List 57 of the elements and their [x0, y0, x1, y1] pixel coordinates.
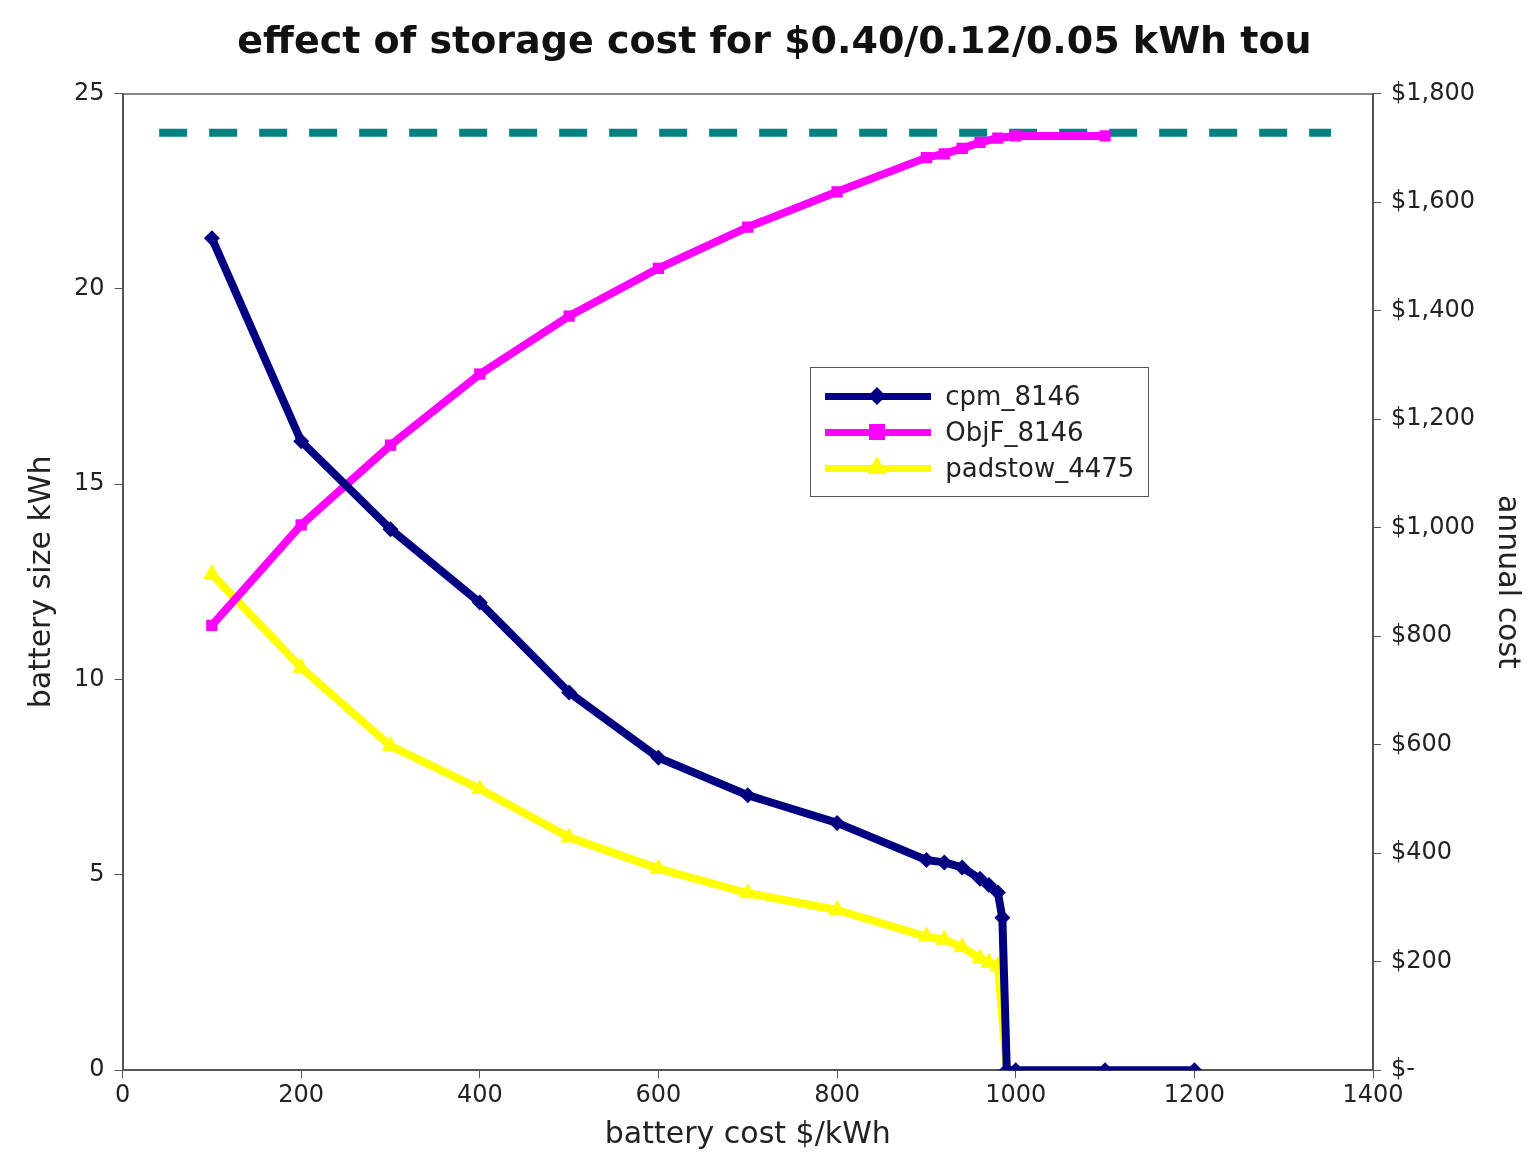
point [831, 186, 843, 198]
y-tick-label: 25 [73, 77, 105, 106]
legend-label: cpm_8146 [945, 381, 1081, 412]
x-tick-label: 600 [635, 1079, 682, 1108]
point [206, 619, 218, 631]
y-tick-label: 15 [73, 468, 105, 497]
point [742, 221, 754, 233]
point [1010, 130, 1022, 142]
y2-tick-label: $1,600 [1391, 186, 1476, 215]
y2-tick-label: $1,800 [1391, 77, 1476, 106]
point [650, 749, 667, 766]
point [739, 787, 756, 804]
point [292, 657, 310, 673]
y2-tick-label: $1,200 [1391, 403, 1476, 432]
legend-label: ObjF_8146 [945, 417, 1084, 448]
chart-title: effect of storage cost for $0.40/0.12/0.05 kWh tou [237, 17, 1312, 62]
y2-tick-label: $1,400 [1391, 294, 1476, 323]
y2-tick-label: $400 [1391, 837, 1453, 866]
point [1099, 130, 1111, 142]
point [203, 564, 221, 580]
y-tick-label: 20 [73, 273, 105, 302]
point [956, 142, 968, 155]
point [652, 262, 665, 274]
y-axis-title: battery size kWh [21, 455, 57, 709]
point [972, 870, 989, 887]
point [295, 519, 307, 531]
y-tick-label: 0 [89, 1054, 105, 1083]
x-tick-label: 1000 [985, 1079, 1047, 1108]
x-tick-label: 200 [278, 1079, 325, 1108]
y-tick-label: 5 [89, 859, 105, 888]
y2-tick-label: $600 [1391, 728, 1453, 757]
x-tick-label: 1200 [1163, 1079, 1225, 1108]
point [829, 814, 846, 831]
point [203, 230, 220, 247]
y2-axis-title: annual cost [1492, 494, 1528, 670]
y2-tick-label: $200 [1391, 945, 1453, 974]
y2-tick-label: $1,000 [1391, 511, 1476, 540]
point [561, 684, 578, 701]
x-axis-title: battery cost $/kWh [604, 1114, 891, 1150]
point [920, 151, 933, 164]
point [992, 132, 1004, 144]
legend-label: padstow_4475 [945, 453, 1135, 484]
x-tick-label: 0 [114, 1079, 131, 1108]
point [382, 521, 399, 538]
point [938, 148, 950, 160]
point [917, 926, 936, 942]
point [474, 368, 486, 380]
x-tick-label: 800 [814, 1079, 861, 1108]
y2-tick-label: $800 [1391, 620, 1453, 649]
point [471, 594, 488, 611]
point [974, 136, 986, 149]
point [293, 433, 310, 450]
point [739, 883, 757, 899]
point [384, 439, 397, 451]
y-tick-label: 10 [73, 663, 105, 692]
point [563, 310, 575, 322]
x-tick-label: 400 [456, 1079, 503, 1108]
